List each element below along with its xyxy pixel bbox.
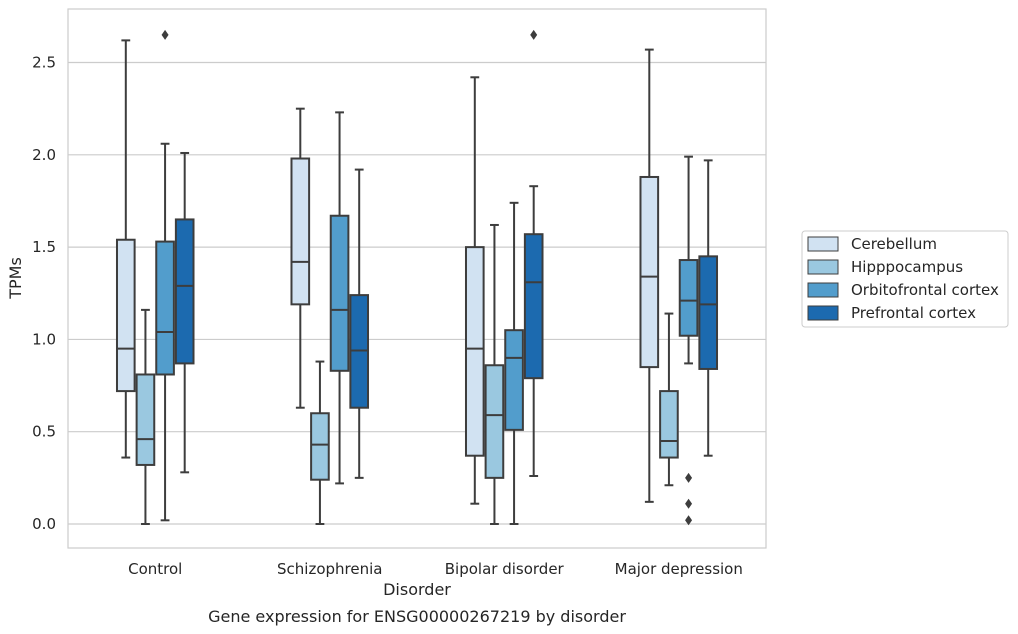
legend-swatch xyxy=(807,236,839,252)
box-group xyxy=(174,151,195,474)
x-tick-labels: Control Schizophrenia Bipolar disorder Majo… xyxy=(128,560,743,578)
box-group xyxy=(310,360,330,526)
box-iqr xyxy=(484,364,505,479)
y-tick-labels: 0.0 0.5 1.0 1.5 2.0 2.5 xyxy=(32,54,56,533)
box-group xyxy=(349,168,370,479)
box-iqr xyxy=(290,157,311,306)
box-iqr xyxy=(639,175,660,369)
box-iqr xyxy=(174,218,195,365)
legend: Cerebellum Hipppocampus Orbitofrontal cort… xyxy=(801,230,1009,328)
x-tick-label: Control xyxy=(128,560,182,578)
box-iqr xyxy=(329,214,350,372)
box-group xyxy=(484,223,505,526)
x-tick-label: Bipolar disorder xyxy=(445,560,565,578)
legend-frame xyxy=(801,230,1009,328)
x-tick-label: Schizophrenia xyxy=(277,560,382,578)
y-tick-label: 1.5 xyxy=(32,238,56,256)
box-group xyxy=(329,111,350,485)
box-group xyxy=(115,39,136,459)
box-iqr xyxy=(678,259,699,337)
y-tick-label: 0.5 xyxy=(32,423,56,441)
outlier-point xyxy=(685,498,693,509)
box-group xyxy=(135,308,156,526)
box-group xyxy=(464,76,485,505)
outlier-point xyxy=(530,29,538,40)
box-iqr xyxy=(698,255,719,370)
box-iqr xyxy=(464,246,485,457)
box-iqr xyxy=(523,233,544,380)
box-group xyxy=(523,185,544,478)
y-tick-label: 2.0 xyxy=(32,146,56,164)
x-axis-label: Disorder xyxy=(383,580,451,599)
box-group xyxy=(659,312,679,487)
legend-entry-label: Cerebellum xyxy=(851,235,937,253)
box-group xyxy=(698,159,719,457)
outlier-points xyxy=(161,29,693,526)
box-group xyxy=(290,107,311,409)
plot-area-frame xyxy=(67,8,767,549)
y-axis-label: TPMs xyxy=(6,257,25,300)
box-iqr xyxy=(115,238,136,393)
legend-swatch xyxy=(807,282,839,298)
box-iqr xyxy=(155,240,175,376)
legend-swatch xyxy=(807,259,839,275)
box-group xyxy=(504,201,524,526)
y-tick-label: 0.0 xyxy=(32,515,56,533)
legend-entry-label: Hipppocampus xyxy=(851,258,963,276)
box-group xyxy=(639,48,660,503)
box-iqr xyxy=(310,412,330,481)
y-tick-label: 2.5 xyxy=(32,54,56,72)
box-group xyxy=(678,155,699,365)
x-tick-label: Major depression xyxy=(615,560,743,578)
box-iqr xyxy=(135,373,156,466)
legend-entry-label: Prefrontal cortex xyxy=(851,304,976,322)
chart-caption: Gene expression for ENSG00000267219 by d… xyxy=(208,607,626,626)
y-tick-label: 1.0 xyxy=(32,330,56,348)
box-iqr xyxy=(504,329,524,431)
boxes xyxy=(115,39,719,526)
outlier-point xyxy=(161,29,169,40)
outlier-point xyxy=(685,515,693,526)
legend-swatch xyxy=(807,305,839,321)
legend-entry-label: Orbitofrontal cortex xyxy=(851,281,999,299)
box-group xyxy=(155,142,175,522)
box-iqr xyxy=(659,390,679,459)
outlier-point xyxy=(685,472,693,483)
